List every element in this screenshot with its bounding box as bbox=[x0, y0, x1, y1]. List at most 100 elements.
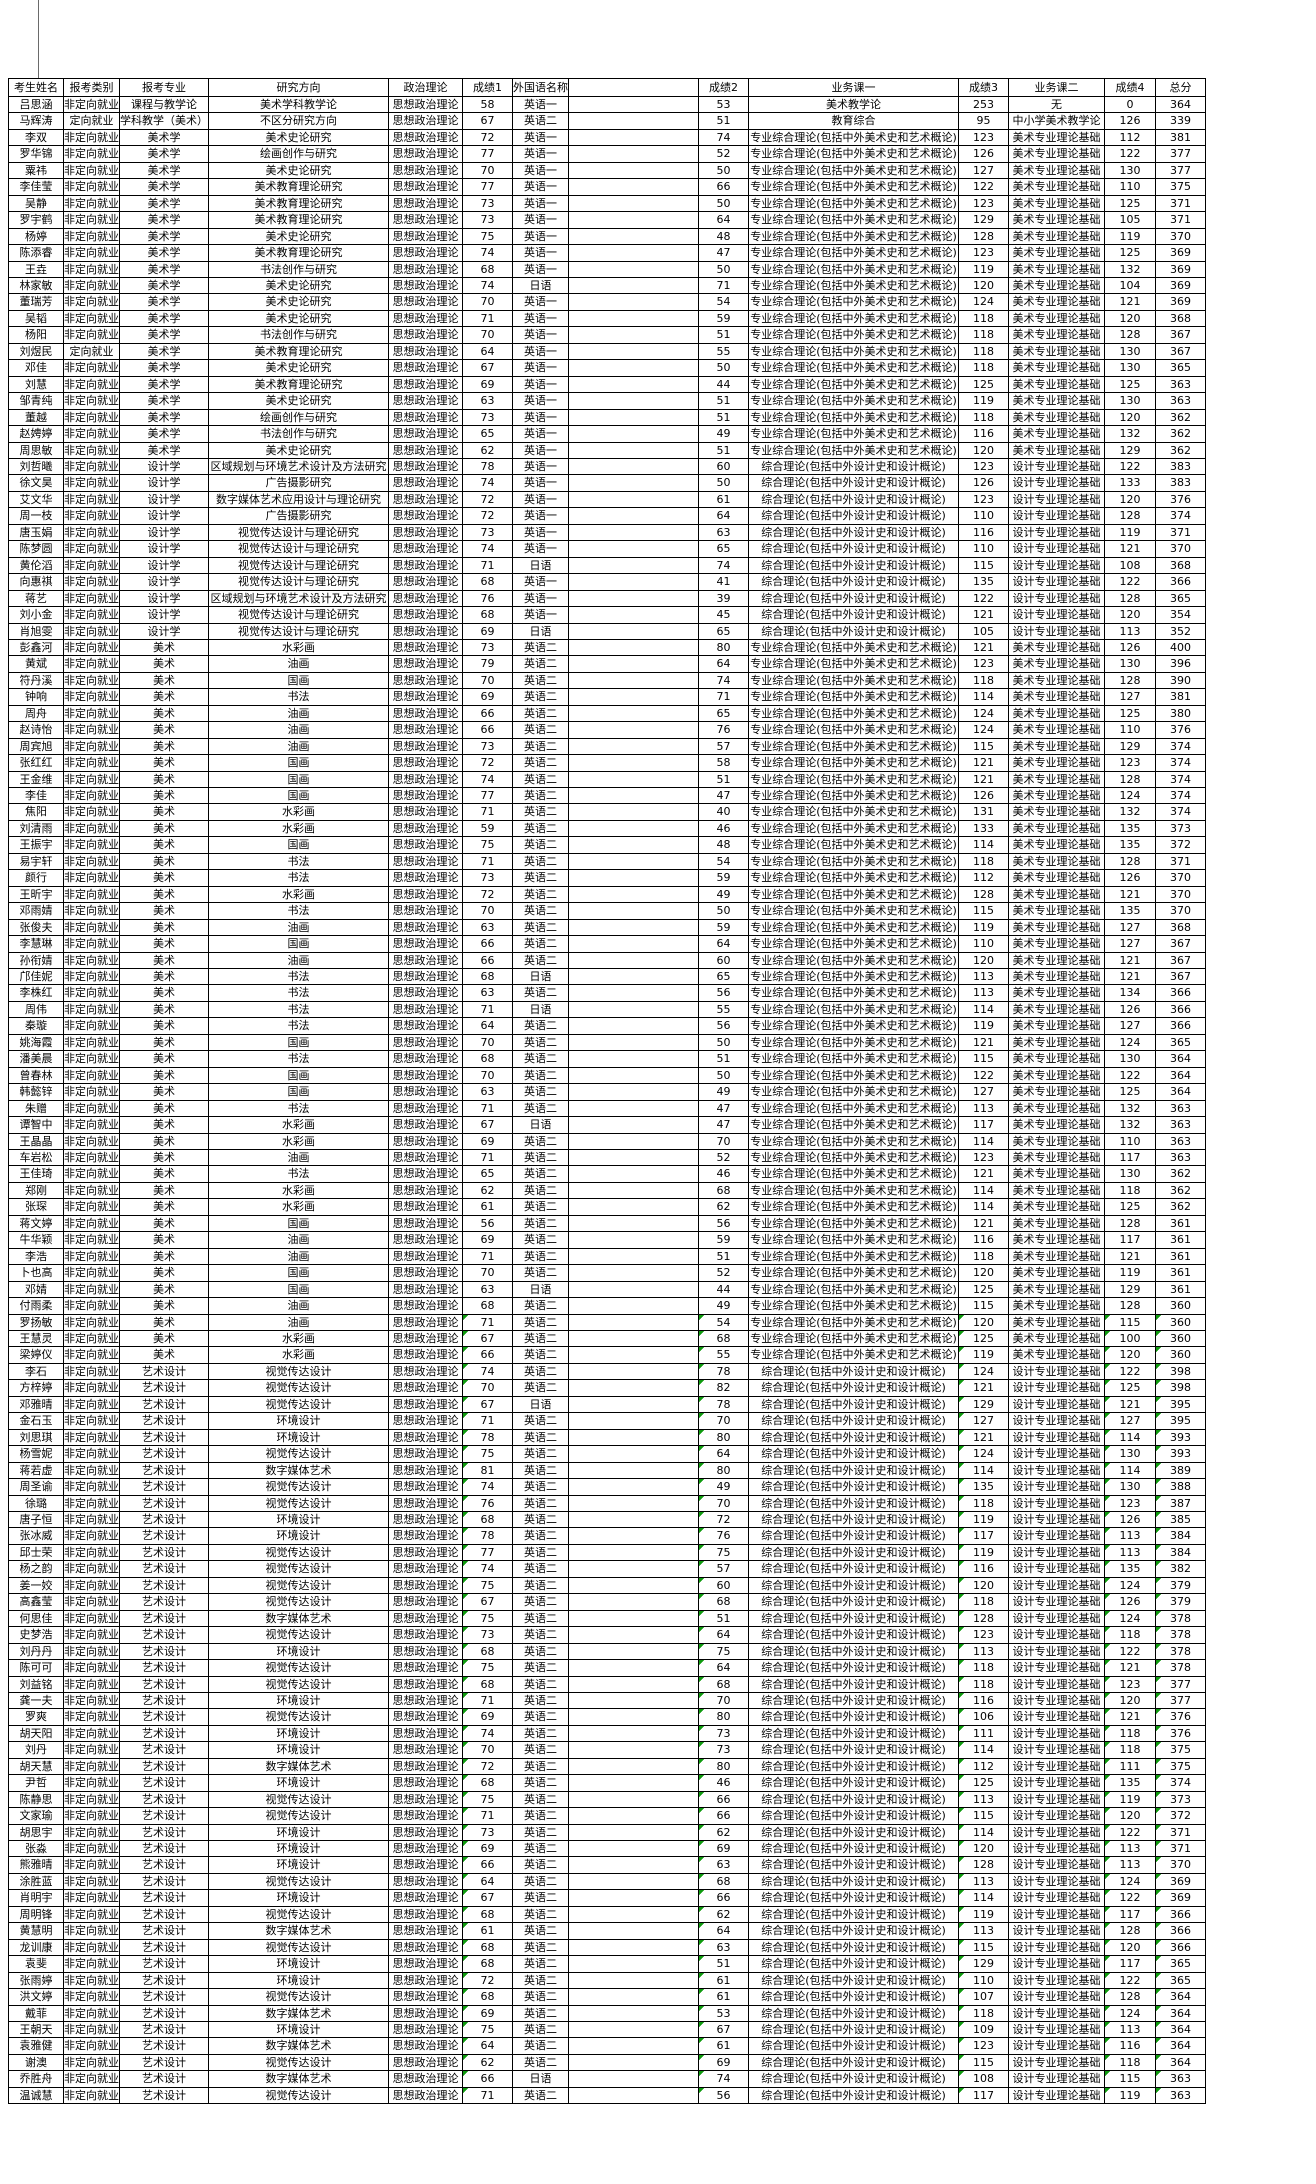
cell-score3[interactable]: 118 bbox=[958, 1659, 1009, 1677]
cell-score4[interactable]: 132 bbox=[1104, 260, 1156, 278]
cell-direction[interactable]: 国画 bbox=[208, 836, 389, 854]
cell-course2[interactable]: 设计专业理论基础 bbox=[1008, 540, 1105, 558]
cell-language[interactable]: 英语二 bbox=[512, 869, 569, 887]
cell-name[interactable]: 邓雨婧 bbox=[8, 902, 64, 920]
cell-political[interactable]: 思想政治理论 bbox=[388, 1000, 463, 1019]
cell-total[interactable]: 379 bbox=[1155, 1593, 1206, 1611]
cell-score1[interactable]: 69 bbox=[462, 688, 513, 706]
cell-spacer[interactable] bbox=[568, 375, 699, 394]
cell-direction[interactable]: 区域规划与环境艺术设计及方法研究 bbox=[208, 457, 389, 476]
cell-total[interactable]: 360 bbox=[1155, 1346, 1206, 1364]
cell-score1[interactable]: 62 bbox=[462, 1181, 513, 1200]
cell-total[interactable]: 371 bbox=[1155, 211, 1206, 229]
cell-name[interactable]: 谭智中 bbox=[8, 1116, 64, 1134]
cell-score3[interactable]: 123 bbox=[958, 194, 1009, 213]
cell-course1[interactable]: 综合理论(包括中外设计史和设计概论) bbox=[748, 1757, 959, 1776]
cell-name[interactable]: 董瑞芳 bbox=[8, 293, 64, 311]
cell-score3[interactable]: 111 bbox=[958, 1724, 1009, 1743]
cell-course2[interactable]: 设计专业理论基础 bbox=[1008, 1741, 1105, 1759]
cell-course2[interactable]: 设计专业理论基础 bbox=[1008, 1807, 1105, 1825]
header-cell-language[interactable]: 外国语名称 bbox=[512, 78, 569, 97]
cell-name[interactable]: 吴静 bbox=[8, 194, 64, 213]
cell-course1[interactable]: 美术教学论 bbox=[748, 95, 959, 114]
cell-name[interactable]: 刘小金 bbox=[8, 606, 64, 624]
cell-name[interactable]: 张红红 bbox=[8, 754, 64, 772]
cell-spacer[interactable] bbox=[568, 1198, 699, 1216]
cell-major[interactable]: 设计学 bbox=[119, 523, 209, 542]
cell-spacer[interactable] bbox=[568, 1313, 699, 1331]
cell-direction[interactable]: 水彩画 bbox=[208, 1329, 389, 1348]
cell-score3[interactable]: 116 bbox=[958, 523, 1009, 542]
cell-score3[interactable]: 124 bbox=[958, 721, 1009, 739]
cell-course2[interactable]: 美术专业理论基础 bbox=[1008, 852, 1105, 871]
cell-score4[interactable]: 126 bbox=[1104, 638, 1156, 657]
cell-course1[interactable]: 教育综合 bbox=[748, 112, 959, 130]
header-cell-score2[interactable]: 成绩2 bbox=[698, 78, 749, 97]
cell-language[interactable]: 英语二 bbox=[512, 1774, 569, 1792]
cell-course1[interactable]: 专业综合理论(包括中外美术史和艺术概论) bbox=[748, 737, 959, 756]
cell-score3[interactable]: 114 bbox=[958, 1181, 1009, 1200]
cell-score4[interactable]: 129 bbox=[1104, 441, 1156, 459]
cell-major[interactable]: 设计学 bbox=[119, 457, 209, 476]
cell-score3[interactable]: 125 bbox=[958, 1774, 1009, 1792]
cell-direction[interactable]: 美术史论研究 bbox=[208, 161, 389, 180]
cell-score1[interactable]: 67 bbox=[462, 1593, 513, 1611]
cell-major[interactable]: 美术 bbox=[119, 1181, 209, 1200]
cell-total[interactable]: 377 bbox=[1155, 145, 1206, 163]
cell-language[interactable]: 英语二 bbox=[512, 1659, 569, 1677]
cell-score4[interactable]: 126 bbox=[1104, 1510, 1156, 1529]
cell-name[interactable]: 邓雅晴 bbox=[8, 1395, 64, 1414]
cell-political[interactable]: 思想政治理论 bbox=[388, 1461, 463, 1480]
cell-category[interactable]: 非定向就业 bbox=[63, 1395, 120, 1414]
cell-direction[interactable]: 油画 bbox=[208, 1148, 389, 1167]
cell-score3[interactable]: 135 bbox=[958, 573, 1009, 591]
cell-course2[interactable]: 美术专业理论基础 bbox=[1008, 1050, 1105, 1068]
cell-spacer[interactable] bbox=[568, 1297, 699, 1315]
cell-course2[interactable]: 设计专业理论基础 bbox=[1008, 457, 1105, 476]
cell-category[interactable]: 非定向就业 bbox=[63, 1247, 120, 1266]
cell-score1[interactable]: 71 bbox=[462, 1247, 513, 1266]
cell-course2[interactable]: 设计专业理论基础 bbox=[1008, 1412, 1105, 1430]
cell-course1[interactable]: 专业综合理论(包括中外美术史和艺术概论) bbox=[748, 260, 959, 278]
cell-score3[interactable]: 253 bbox=[958, 95, 1009, 114]
cell-score4[interactable]: 132 bbox=[1104, 1099, 1156, 1118]
cell-spacer[interactable] bbox=[568, 2070, 699, 2088]
cell-score3[interactable]: 122 bbox=[958, 1066, 1009, 1085]
cell-major[interactable]: 美术学 bbox=[119, 425, 209, 443]
cell-score3[interactable]: 119 bbox=[958, 260, 1009, 278]
cell-course1[interactable]: 综合理论(包括中外设计史和设计概论) bbox=[748, 1626, 959, 1644]
cell-category[interactable]: 非定向就业 bbox=[63, 1297, 120, 1315]
cell-category[interactable]: 非定向就业 bbox=[63, 1494, 120, 1512]
cell-score4[interactable]: 122 bbox=[1104, 1066, 1156, 1085]
cell-political[interactable]: 思想政治理论 bbox=[388, 95, 463, 114]
cell-name[interactable]: 洪文婷 bbox=[8, 1988, 64, 2006]
cell-course2[interactable]: 设计专业理论基础 bbox=[1008, 1560, 1105, 1578]
cell-score2[interactable]: 59 bbox=[698, 869, 749, 887]
cell-major[interactable]: 美术学 bbox=[119, 145, 209, 163]
cell-language[interactable]: 英语二 bbox=[512, 1527, 569, 1545]
cell-major[interactable]: 艺术设计 bbox=[119, 1988, 209, 2006]
cell-score3[interactable]: 116 bbox=[958, 1560, 1009, 1578]
cell-score3[interactable]: 120 bbox=[958, 1576, 1009, 1595]
cell-total[interactable]: 369 bbox=[1155, 1872, 1206, 1891]
cell-score3[interactable]: 118 bbox=[958, 1675, 1009, 1693]
cell-name[interactable]: 黄慧明 bbox=[8, 1922, 64, 1940]
cell-political[interactable]: 思想政治理论 bbox=[388, 1856, 463, 1874]
cell-score3[interactable]: 122 bbox=[958, 589, 1009, 608]
cell-course2[interactable]: 美术专业理论基础 bbox=[1008, 819, 1105, 838]
cell-name[interactable]: 刘思琪 bbox=[8, 1428, 64, 1447]
cell-course1[interactable]: 专业综合理论(包括中外美术史和艺术概论) bbox=[748, 392, 959, 410]
cell-course2[interactable]: 设计专业理论基础 bbox=[1008, 1445, 1105, 1463]
cell-course2[interactable]: 设计专业理论基础 bbox=[1008, 1510, 1105, 1529]
cell-score4[interactable]: 114 bbox=[1104, 1428, 1156, 1447]
cell-direction[interactable]: 视觉传达设计与理论研究 bbox=[208, 523, 389, 542]
cell-major[interactable]: 艺术设计 bbox=[119, 1576, 209, 1595]
cell-political[interactable]: 思想政治理论 bbox=[388, 441, 463, 459]
cell-score4[interactable]: 119 bbox=[1104, 1790, 1156, 1809]
cell-course1[interactable]: 综合理论(包括中外设计史和设计概论) bbox=[748, 523, 959, 542]
cell-score3[interactable]: 114 bbox=[958, 1889, 1009, 1907]
cell-course2[interactable]: 设计专业理论基础 bbox=[1008, 1675, 1105, 1693]
cell-spacer[interactable] bbox=[568, 1626, 699, 1644]
cell-score3[interactable]: 133 bbox=[958, 819, 1009, 838]
cell-score4[interactable]: 114 bbox=[1104, 1461, 1156, 1480]
